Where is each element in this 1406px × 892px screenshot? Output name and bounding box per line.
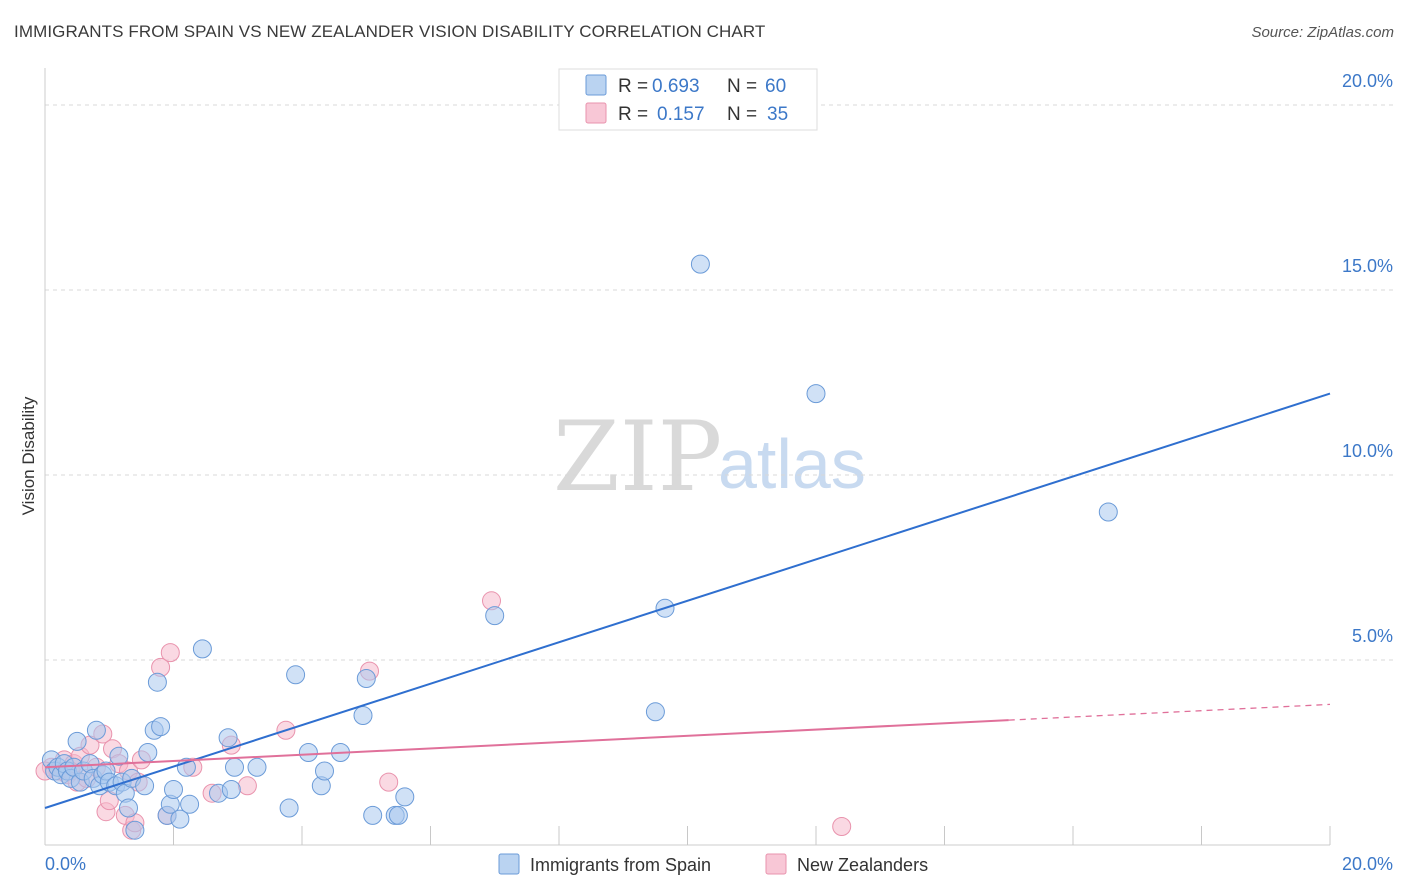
point-spain-24 bbox=[125, 820, 145, 840]
point-spain-41 bbox=[247, 757, 267, 777]
y-tick-label-0: 5.0% bbox=[1352, 626, 1393, 646]
legend-swatch-spain bbox=[585, 74, 607, 96]
legend-n-value-spain: 60 bbox=[765, 76, 786, 97]
point-spain-34 bbox=[176, 757, 196, 777]
point-spain-39 bbox=[221, 780, 241, 799]
data-points bbox=[35, 254, 1118, 840]
point-spain-48 bbox=[353, 706, 373, 725]
legend-r-label-nz: R = bbox=[618, 104, 648, 125]
point-spain-57 bbox=[690, 254, 710, 274]
point-spain-36 bbox=[192, 639, 212, 659]
axes bbox=[44, 68, 1331, 846]
point-spain-43 bbox=[286, 665, 306, 685]
point-spain-26 bbox=[138, 743, 158, 762]
correlation-legend: R = 0.693 N = 60 R = 0.157 N = 35 bbox=[558, 68, 818, 131]
point-spain-52 bbox=[388, 805, 408, 825]
point-spain-40 bbox=[225, 757, 244, 777]
x-tick-label-1: 20.0% bbox=[1342, 854, 1393, 874]
legend-r-label-spain: R = bbox=[618, 76, 648, 97]
bottom-legend-label-nz: New Zealanders bbox=[797, 855, 928, 875]
trendline-nz bbox=[44, 719, 1009, 769]
point-spain-19 bbox=[109, 746, 129, 766]
legend-swatch-nz bbox=[585, 102, 607, 124]
legend-n-value-nz: 35 bbox=[767, 104, 788, 125]
tick-labels: 5.0% 10.0% 15.0% 20.0% 0.0% 20.0% bbox=[45, 71, 1393, 874]
x-tick-label-0: 0.0% bbox=[45, 854, 86, 874]
trendline-spain bbox=[44, 392, 1331, 809]
point-spain-54 bbox=[485, 606, 505, 626]
point-spain-49 bbox=[356, 669, 376, 688]
point-spain-50 bbox=[363, 805, 383, 825]
bottom-legend-swatch-spain bbox=[498, 853, 520, 875]
chart-title: IMMIGRANTS FROM SPAIN VS NEW ZEALANDER V… bbox=[14, 22, 766, 41]
source-label: Source: ZipAtlas.com bbox=[1251, 24, 1394, 41]
series-legend: Immigrants from Spain New Zealanders bbox=[498, 853, 928, 875]
grid-lines bbox=[45, 104, 1395, 661]
point-nz-31 bbox=[379, 772, 399, 792]
y-axis-title: Vision Disability bbox=[19, 396, 38, 515]
point-spain-8 bbox=[67, 731, 87, 751]
point-spain-58 bbox=[806, 384, 826, 404]
point-spain-13 bbox=[86, 720, 106, 740]
legend-r-value-nz: 0.157 bbox=[657, 104, 705, 125]
point-spain-38 bbox=[218, 728, 238, 748]
trend-lines bbox=[44, 392, 1331, 809]
point-spain-33 bbox=[170, 809, 190, 829]
point-nz-28 bbox=[237, 776, 257, 796]
legend-n-label-spain: N = bbox=[727, 76, 757, 97]
point-spain-55 bbox=[645, 702, 665, 722]
point-spain-46 bbox=[315, 761, 334, 781]
point-spain-29 bbox=[151, 717, 171, 737]
y-tick-label-3: 20.0% bbox=[1342, 71, 1393, 91]
point-spain-28 bbox=[147, 672, 167, 692]
watermark-zip: ZIP bbox=[553, 401, 722, 513]
legend-n-label-nz: N = bbox=[727, 104, 757, 125]
watermark: ZIP atlas bbox=[553, 401, 866, 513]
point-spain-35 bbox=[180, 794, 200, 814]
point-spain-59 bbox=[1098, 502, 1118, 522]
point-nz-33 bbox=[832, 817, 852, 836]
point-nz-24 bbox=[160, 643, 180, 663]
bottom-legend-label-spain: Immigrants from Spain bbox=[530, 855, 711, 875]
point-spain-22 bbox=[119, 798, 138, 818]
bottom-legend-swatch-nz bbox=[765, 853, 787, 875]
point-spain-53 bbox=[395, 787, 415, 807]
watermark-atlas: atlas bbox=[718, 425, 866, 503]
point-spain-44 bbox=[298, 743, 318, 762]
y-tick-label-1: 10.0% bbox=[1342, 441, 1393, 461]
legend-r-value-spain: 0.693 bbox=[652, 76, 700, 97]
y-tick-label-2: 15.0% bbox=[1342, 256, 1393, 276]
point-spain-32 bbox=[164, 780, 183, 799]
point-spain-42 bbox=[279, 798, 299, 818]
point-spain-25 bbox=[135, 776, 155, 796]
trendline-nz-extension bbox=[1008, 703, 1331, 721]
